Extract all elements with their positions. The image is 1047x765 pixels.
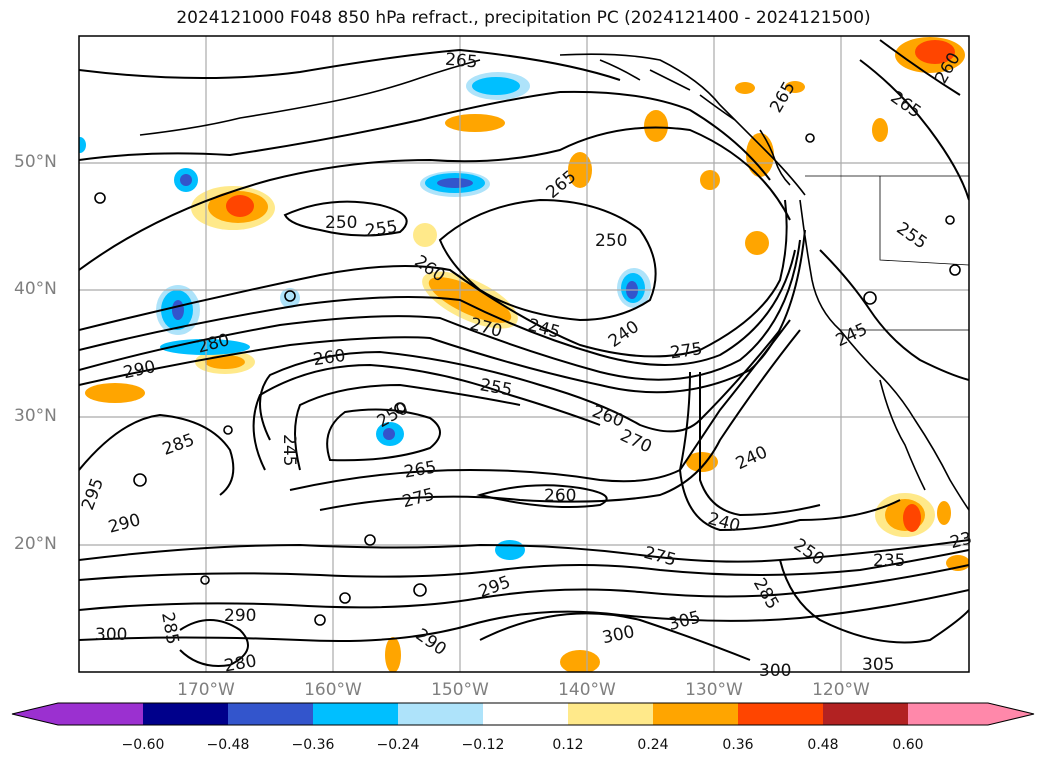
colorbar-tick-label: 0.60 <box>892 737 924 753</box>
precip-shading <box>79 37 969 672</box>
contour-label: 300 <box>95 625 127 645</box>
colorbar <box>11 702 1035 726</box>
lat-label: 30°N <box>14 406 57 426</box>
colorbar-bin <box>568 703 653 725</box>
contour-label: 300 <box>759 661 791 681</box>
colorbar-bin <box>823 703 908 725</box>
colorbar-tick-label: 0.36 <box>722 737 754 753</box>
colorbar-tick-label: −0.60 <box>121 737 165 753</box>
colorbar-bin <box>228 703 313 725</box>
colorbar-bin <box>398 703 483 725</box>
contour-label: 305 <box>862 655 894 675</box>
political-borders <box>805 175 969 331</box>
contour-label: 260 <box>312 346 347 370</box>
colorbar-min-extend <box>12 703 58 725</box>
contour-label: 250 <box>325 213 357 233</box>
contour-label: 255 <box>364 217 399 241</box>
contour-label: 275 <box>669 339 704 363</box>
coastlines <box>139 53 969 511</box>
map-title: 2024121000 F048 850 hPa refract., precip… <box>176 8 871 28</box>
colorbar-bin <box>738 703 823 725</box>
contour-label: 280 <box>223 651 258 676</box>
contour-label: 250 <box>595 231 627 251</box>
colorbar-max-extend <box>988 703 1034 725</box>
lon-label: 130°W <box>685 680 743 700</box>
colorbar-bin <box>653 703 738 725</box>
lat-label: 20°N <box>14 534 57 554</box>
colorbar-bin <box>908 703 988 725</box>
colorbar-outline <box>11 702 1035 726</box>
colorbar-tick-label: 0.48 <box>807 737 839 753</box>
small-contours <box>94 133 961 626</box>
lon-label: 140°W <box>558 680 616 700</box>
lon-label: 170°W <box>177 680 235 700</box>
refractivity-contours <box>79 39 969 667</box>
colorbar-bin <box>313 703 398 725</box>
lon-label: 120°W <box>812 680 870 700</box>
colorbar-bin <box>483 703 568 725</box>
lon-label: 160°W <box>304 680 362 700</box>
lat-label: 50°N <box>14 152 57 172</box>
contour-label: 245 <box>279 434 299 466</box>
colorbar-tick-label: 0.24 <box>637 737 669 753</box>
colorbar-tick-label: −0.36 <box>291 737 335 753</box>
contour-label: 290 <box>224 606 256 626</box>
colorbar-tick-label: 0.12 <box>552 737 584 753</box>
contour-label: 235 <box>873 551 905 571</box>
contour-label: 260 <box>544 486 576 506</box>
lat-label: 40°N <box>14 279 57 299</box>
colorbar-bin <box>58 703 143 725</box>
colorbar-bin <box>143 703 228 725</box>
colorbar-tick-label: −0.24 <box>376 737 420 753</box>
colorbar-tick-label: −0.12 <box>461 737 505 753</box>
graticule <box>79 36 969 672</box>
contour-label: 265 <box>444 50 478 73</box>
colorbar-tick-label: −0.48 <box>206 737 250 753</box>
contour-label: 23 <box>948 528 974 553</box>
plot-frame <box>78 35 970 673</box>
lon-label: 150°W <box>431 680 489 700</box>
